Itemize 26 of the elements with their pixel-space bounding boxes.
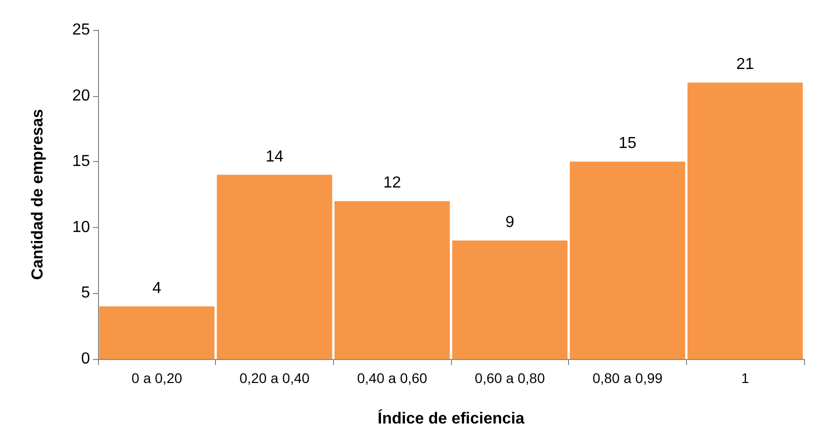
x-tick-label: 1: [741, 370, 750, 386]
data-label: 21: [736, 56, 754, 74]
y-tick-label: 10: [72, 218, 90, 236]
x-axis-title: Índice de eficiencia: [378, 408, 524, 428]
x-tick-label: 0,20 a 0,40: [239, 370, 310, 386]
data-label: 4: [152, 280, 162, 297]
y-tick-label: 20: [72, 87, 90, 104]
bar: [452, 240, 568, 359]
data-label: 9: [505, 214, 514, 232]
bar: [570, 162, 686, 359]
bar: [334, 201, 450, 359]
x-tick-label: 0 a 0,20: [132, 370, 182, 386]
x-tick-label: 0,40 a 0,60: [357, 370, 428, 386]
x-tick-label: 0,60 a 0,80: [474, 370, 546, 386]
bar: [99, 306, 214, 359]
y-tick-label: 0: [81, 350, 90, 368]
bar: [216, 174, 332, 359]
y-tick-label: 25: [72, 22, 90, 38]
y-axis-title: Cantidad de empresas: [30, 109, 46, 280]
bar: [688, 82, 803, 359]
y-tick-label: 15: [72, 153, 90, 170]
y-tick-label: 5: [81, 284, 90, 302]
data-label: 15: [618, 135, 636, 152]
data-label: 14: [266, 148, 284, 166]
x-tick-label: 0,80 a 0,99: [592, 370, 663, 386]
data-label: 12: [383, 174, 402, 192]
